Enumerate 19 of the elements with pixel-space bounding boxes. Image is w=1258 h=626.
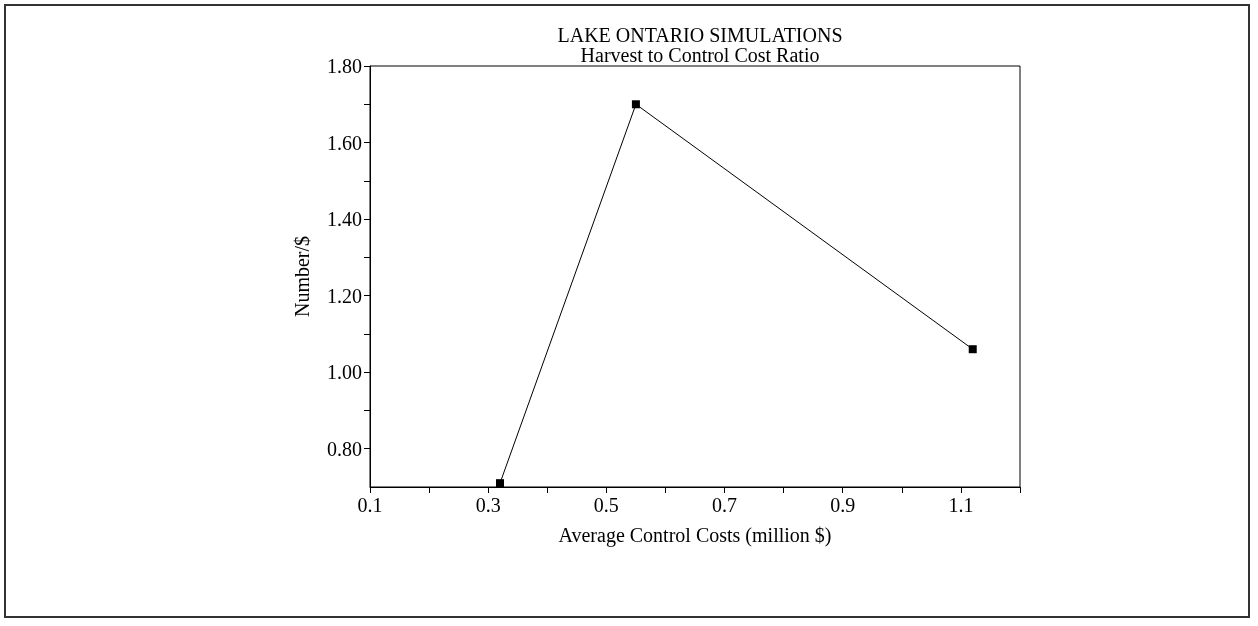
- point: [496, 479, 504, 488]
- y-tick-label: 1.40: [327, 208, 362, 231]
- y-tick-label: 1.60: [327, 131, 362, 154]
- x-tick-label: 0.7: [712, 494, 738, 516]
- point: [968, 345, 977, 354]
- x-tick-label: 0.9: [830, 494, 856, 516]
- y-tick-label: 1.00: [327, 361, 362, 384]
- x-tick-label: 1.1: [948, 494, 974, 516]
- x-axis-title: Average Control Costs (million $): [558, 524, 832, 547]
- y-axis-title: Number/$: [291, 235, 313, 318]
- chart-title: LAKE ONTARIO SIMULATIONS: [557, 24, 843, 46]
- x-tick-label: 0.3: [475, 494, 501, 516]
- y-tick-label: 1.20: [327, 284, 362, 307]
- chart-subtitle: Harvest to Control Cost Ratio: [580, 44, 820, 66]
- y-tick-label: 1.80: [327, 55, 362, 77]
- x-tick-label: 0.5: [593, 494, 619, 516]
- point: [631, 100, 640, 109]
- y-tick-label: 0.80: [327, 437, 362, 460]
- x-tick-label: 0.1: [357, 494, 383, 516]
